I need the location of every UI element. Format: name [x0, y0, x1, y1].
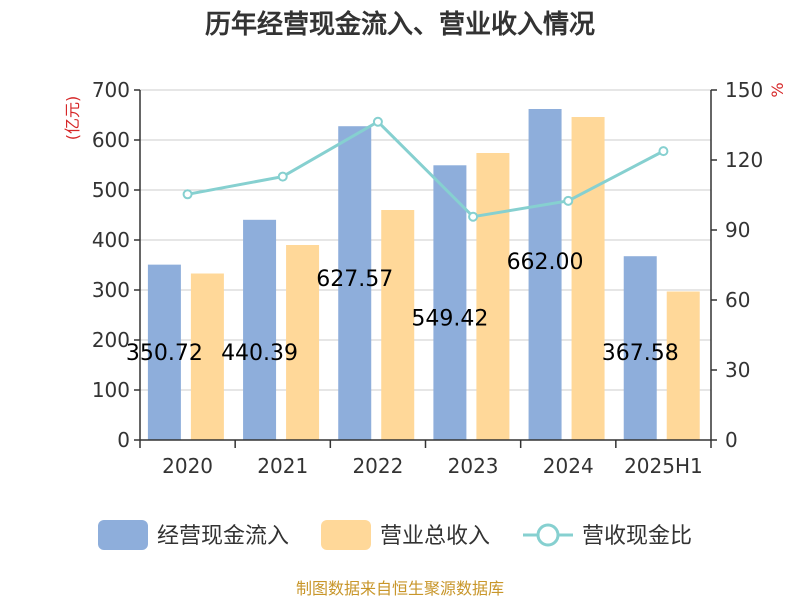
bar-cash-inflow	[243, 219, 277, 440]
bar-cash-inflow	[433, 165, 467, 441]
data-labels: 350.72 440.39 627.57 549.42 662.00 367.58	[126, 250, 679, 366]
left-tick-label: 400	[92, 228, 130, 252]
bar-revenue	[476, 153, 510, 440]
data-label: 367.58	[602, 341, 679, 366]
ratio-point	[468, 211, 479, 222]
ratio-line	[187, 119, 665, 219]
bar-series	[147, 109, 700, 441]
left-axis-unit: (亿元)	[63, 96, 82, 141]
x-tick-label: 2021	[257, 454, 308, 478]
left-tick-label: 500	[92, 178, 130, 202]
ratio-point	[277, 171, 288, 182]
x-tick-label: 2022	[352, 454, 403, 478]
right-tick-label: 30	[725, 358, 750, 382]
ratio-point	[372, 116, 383, 127]
data-label: 350.72	[126, 341, 203, 366]
ratio-point	[658, 146, 669, 157]
bar-cash-inflow	[338, 126, 372, 440]
data-label: 440.39	[221, 341, 298, 366]
gridlines	[140, 89, 711, 391]
left-tick-label: 300	[92, 278, 130, 302]
right-tick-label: 0	[725, 428, 738, 452]
left-tick-label: 100	[92, 378, 130, 402]
left-tick-label: 600	[92, 128, 130, 152]
bar-cash-inflow	[147, 264, 181, 440]
ratio-point	[182, 189, 193, 200]
left-tick-label: 0	[117, 428, 130, 452]
legend-swatch	[321, 520, 371, 550]
data-label: 662.00	[507, 250, 584, 275]
legend-marker	[536, 523, 560, 547]
right-tick-label: 120	[725, 148, 763, 172]
footer-source: 制图数据来自恒生聚源数据库	[296, 579, 504, 598]
legend-swatch	[98, 520, 148, 550]
x-tick-label: 2020	[162, 454, 213, 478]
bar-revenue	[286, 245, 320, 440]
chart-title: 历年经营现金流入、营业收入情况	[205, 9, 595, 40]
ratio-point	[563, 195, 574, 206]
bar-revenue	[571, 117, 605, 440]
line-series	[182, 116, 669, 222]
bar-cash-inflow	[528, 109, 562, 440]
bar-revenue	[190, 273, 224, 440]
data-label: 627.57	[316, 267, 393, 292]
legend-label: 经营现金流入	[157, 524, 289, 549]
right-tick-label: 90	[725, 218, 750, 242]
x-tick-label: 2024	[543, 454, 594, 478]
left-tick-label: 200	[92, 328, 130, 352]
legend-label: 营业总收入	[380, 524, 490, 549]
bar-cash-inflow	[623, 256, 657, 440]
bar-revenue	[666, 291, 700, 440]
bar-revenue	[381, 210, 415, 440]
legend: 经营现金流入 营业总收入 营收现金比	[98, 520, 692, 550]
x-tick-label: 2023	[448, 454, 499, 478]
left-tick-label: 700	[92, 78, 130, 102]
right-tick-label: 60	[725, 288, 750, 312]
right-axis-unit: %	[768, 82, 787, 97]
data-label: 549.42	[411, 306, 488, 331]
right-tick-label: 150	[725, 78, 763, 102]
x-tick-label: 2025H1	[624, 454, 703, 478]
legend-label: 营收现金比	[582, 524, 692, 549]
axes: 0 100 200 300 400 500 600 700 0 30 60 90 120 150 2020 2…	[92, 78, 763, 478]
